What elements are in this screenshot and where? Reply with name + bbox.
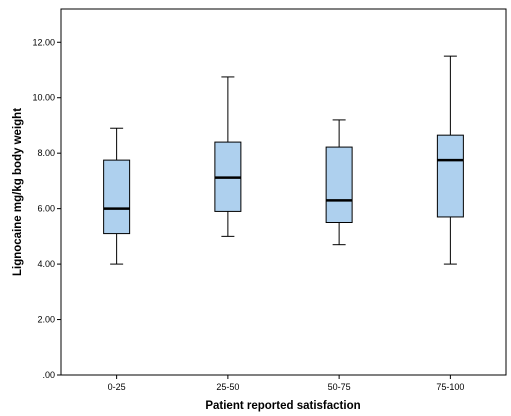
x-tick-label: 75-100 <box>436 382 464 392</box>
x-axis-title: Patient reported satisfaction <box>205 400 360 412</box>
x-axis: 0-25 25-50 50-75 75-100 <box>108 375 464 392</box>
x-tick-label: 50-75 <box>328 382 351 392</box>
y-tick-label: 10.00 <box>32 93 55 103</box>
iqr-box <box>103 159 131 235</box>
iqr-box <box>325 146 353 223</box>
box-0-25 <box>103 127 131 265</box>
y-axis-title: Lignocaine mg/kg body weight <box>12 108 24 276</box>
y-tick-label: .00 <box>42 370 55 380</box>
y-tick-label: 6.00 <box>37 204 55 214</box>
y-tick-label: 4.00 <box>37 259 55 269</box>
box-25-50 <box>214 76 242 237</box>
iqr-box <box>436 134 464 218</box>
x-tick-label: 0-25 <box>108 382 126 392</box>
plot-frame <box>60 8 507 376</box>
y-tick-label: 8.00 <box>37 148 55 158</box>
y-tick-label: 12.00 <box>32 37 55 47</box>
x-tick-label: 25-50 <box>216 382 239 392</box>
box-50-75 <box>325 119 353 246</box>
box-75-100 <box>436 55 464 265</box>
y-tick-label: 2.00 <box>37 315 55 325</box>
box-series <box>103 55 464 265</box>
y-axis: .00 2.00 4.00 6.00 8.00 10.00 12.00 <box>32 37 61 380</box>
